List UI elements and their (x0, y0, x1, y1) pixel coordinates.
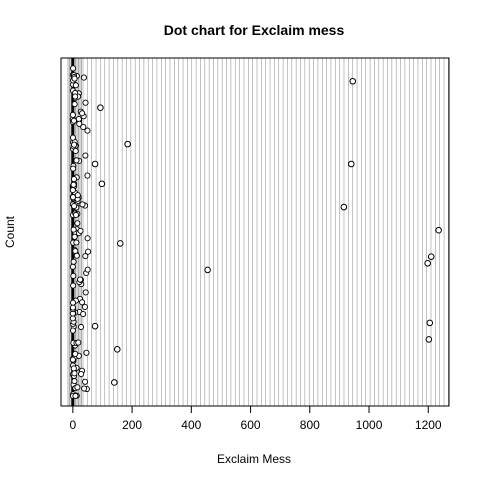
data-point (113, 346, 121, 353)
low-value-dot (70, 176, 78, 183)
low-value-dot (70, 117, 77, 124)
low-value-dot (72, 82, 79, 89)
low-value-dot (78, 370, 85, 378)
low-value-dot (76, 120, 83, 127)
data-point (111, 379, 118, 386)
x-tick-label: 200 (122, 418, 142, 432)
low-value-dot (70, 181, 77, 188)
low-value-dot (72, 350, 79, 358)
low-value-dot (82, 378, 89, 385)
low-value-dot (69, 304, 77, 311)
x-tick-label: 400 (181, 418, 201, 432)
x-axis-label: Exclaim Mess (217, 452, 291, 466)
x-tick-label: 0 (70, 418, 77, 432)
low-value-dot (81, 385, 88, 392)
low-value-dot (70, 226, 77, 233)
data-point (347, 160, 355, 168)
low-value-dot (77, 276, 84, 283)
data-point (425, 336, 433, 343)
low-value-dot (74, 220, 81, 227)
low-value-dot (79, 110, 86, 117)
low-value-dot (84, 172, 91, 179)
low-value-dot (79, 299, 86, 306)
data-point (91, 322, 99, 330)
data-point (124, 140, 131, 148)
data-point (97, 104, 104, 112)
low-value-dot (72, 147, 79, 155)
low-value-dot (80, 74, 87, 81)
data-point (349, 77, 357, 85)
low-value-dot (73, 239, 80, 246)
low-value-dot (70, 282, 77, 289)
low-value-dot (85, 248, 92, 255)
data-point (424, 259, 431, 267)
low-value-dot (71, 370, 78, 377)
data-point (426, 319, 434, 327)
low-value-dot (71, 203, 78, 210)
data-point (427, 253, 435, 260)
low-value-dot (79, 201, 86, 208)
low-value-dot (69, 187, 76, 194)
data-point (116, 240, 124, 247)
x-tick-label: 1000 (356, 418, 383, 432)
low-value-dot (70, 65, 77, 72)
data-point (435, 226, 442, 234)
data-point (340, 203, 348, 211)
low-value-dot (69, 315, 76, 322)
low-value-dot (73, 157, 80, 164)
low-value-dot (83, 349, 90, 356)
chart-title: Dot chart for Exclaim mess (164, 22, 345, 38)
low-value-dot-column (69, 58, 92, 406)
low-value-dot (77, 227, 84, 234)
low-value-dot (69, 356, 76, 363)
low-value-dot (80, 123, 87, 131)
low-value-dot (69, 327, 77, 334)
low-value-dot (84, 235, 91, 242)
data-point (204, 266, 211, 274)
low-value-dot (81, 303, 88, 310)
data-points (91, 77, 442, 386)
low-value-dot (70, 165, 77, 172)
low-value-dot (82, 289, 89, 296)
low-value-dot (84, 266, 91, 273)
x-tick-label: 1200 (415, 418, 442, 432)
low-value-dot (69, 111, 76, 118)
low-value-dot (71, 378, 78, 385)
data-point (91, 160, 99, 168)
low-value-dot (72, 211, 80, 219)
low-value-dot (77, 323, 85, 331)
low-value-dot (71, 101, 78, 108)
low-value-dot (71, 141, 78, 148)
x-axis: 0 200 400 600 800 1000 1200 (70, 405, 442, 432)
low-value-dot (69, 194, 77, 201)
low-value-dot (70, 258, 77, 265)
low-value-dot (84, 127, 91, 134)
low-value-dot (70, 272, 77, 279)
low-value-dot (75, 339, 82, 346)
low-value-dot (74, 192, 81, 199)
x-tick-label: 800 (300, 418, 320, 432)
low-value-dot (82, 99, 89, 106)
low-value-dot (80, 310, 87, 318)
data-point (98, 180, 106, 188)
low-value-dot (74, 384, 81, 391)
low-value-dot (71, 233, 78, 240)
x-tick-label: 600 (241, 418, 261, 432)
low-value-dot (69, 263, 76, 270)
low-value-dot (82, 152, 89, 159)
low-value-dot (69, 299, 77, 306)
y-axis-label: Count (3, 215, 17, 248)
low-value-dot (73, 252, 80, 259)
low-value-dot (82, 253, 89, 260)
low-value-dot (72, 392, 79, 399)
low-value-dot (70, 365, 77, 372)
low-value-dot (72, 93, 79, 100)
low-value-dot (71, 75, 78, 82)
low-value-dot (69, 134, 76, 141)
